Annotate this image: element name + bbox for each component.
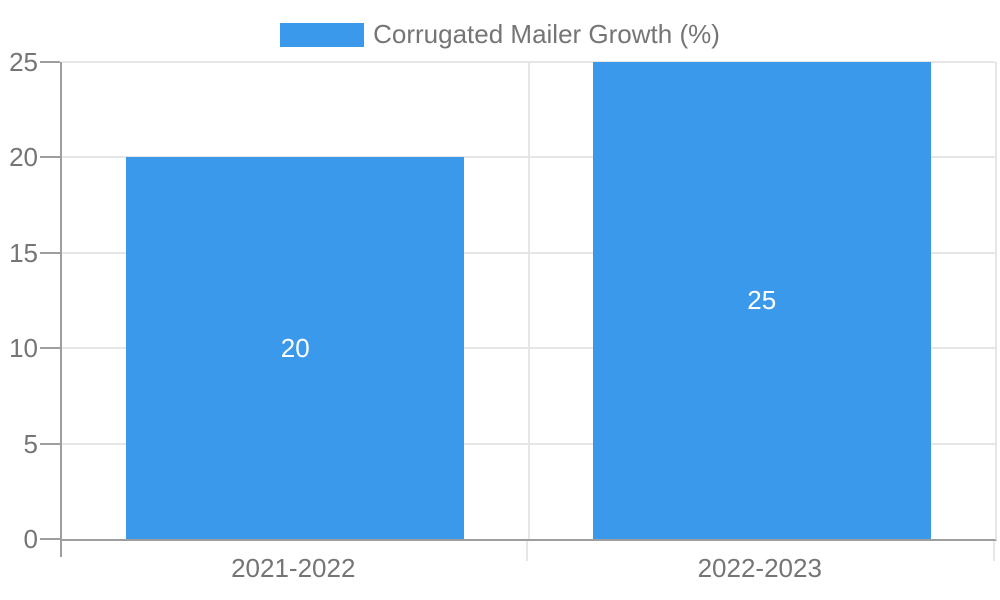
y-axis-tick-10 bbox=[40, 347, 60, 350]
y-axis-tick-0 bbox=[40, 538, 60, 540]
x-axis-label-2022-2023: 2022-2023 bbox=[697, 553, 822, 583]
category-separator bbox=[527, 62, 530, 539]
y-axis-tick-15 bbox=[40, 251, 60, 254]
bar-value-label-2022-2023: 25 bbox=[747, 285, 777, 315]
y-axis-label-20: 20 bbox=[9, 142, 38, 173]
bar-2021-2022[interactable]: 20 bbox=[126, 157, 465, 539]
y-axis-tick-20 bbox=[40, 156, 60, 159]
y-axis-tick-25 bbox=[40, 61, 60, 63]
x-axis-tick-left bbox=[60, 541, 62, 557]
y-axis-label-15: 15 bbox=[9, 237, 38, 268]
y-axis-label-5: 5 bbox=[23, 428, 38, 459]
y-axis-label-10: 10 bbox=[9, 333, 38, 364]
legend-label: Corrugated Mailer Growth (%) bbox=[373, 19, 720, 49]
y-axis-label-25: 25 bbox=[9, 47, 38, 77]
x-axis-tick-right bbox=[993, 541, 995, 561]
x-axis-label-2021-2022: 2021-2022 bbox=[231, 553, 356, 583]
legend-swatch-icon bbox=[280, 22, 365, 47]
bar-2022-2023[interactable]: 25 bbox=[592, 62, 931, 539]
y-axis-label-0: 0 bbox=[23, 524, 38, 554]
bar-value-label-2021-2022: 20 bbox=[280, 332, 310, 363]
legend[interactable]: Corrugated Mailer Growth (%) bbox=[0, 19, 1000, 50]
y-axis-tick-5 bbox=[40, 442, 60, 445]
x-axis-tick-mid bbox=[525, 541, 528, 561]
plot-area: 20 25 bbox=[60, 61, 997, 541]
